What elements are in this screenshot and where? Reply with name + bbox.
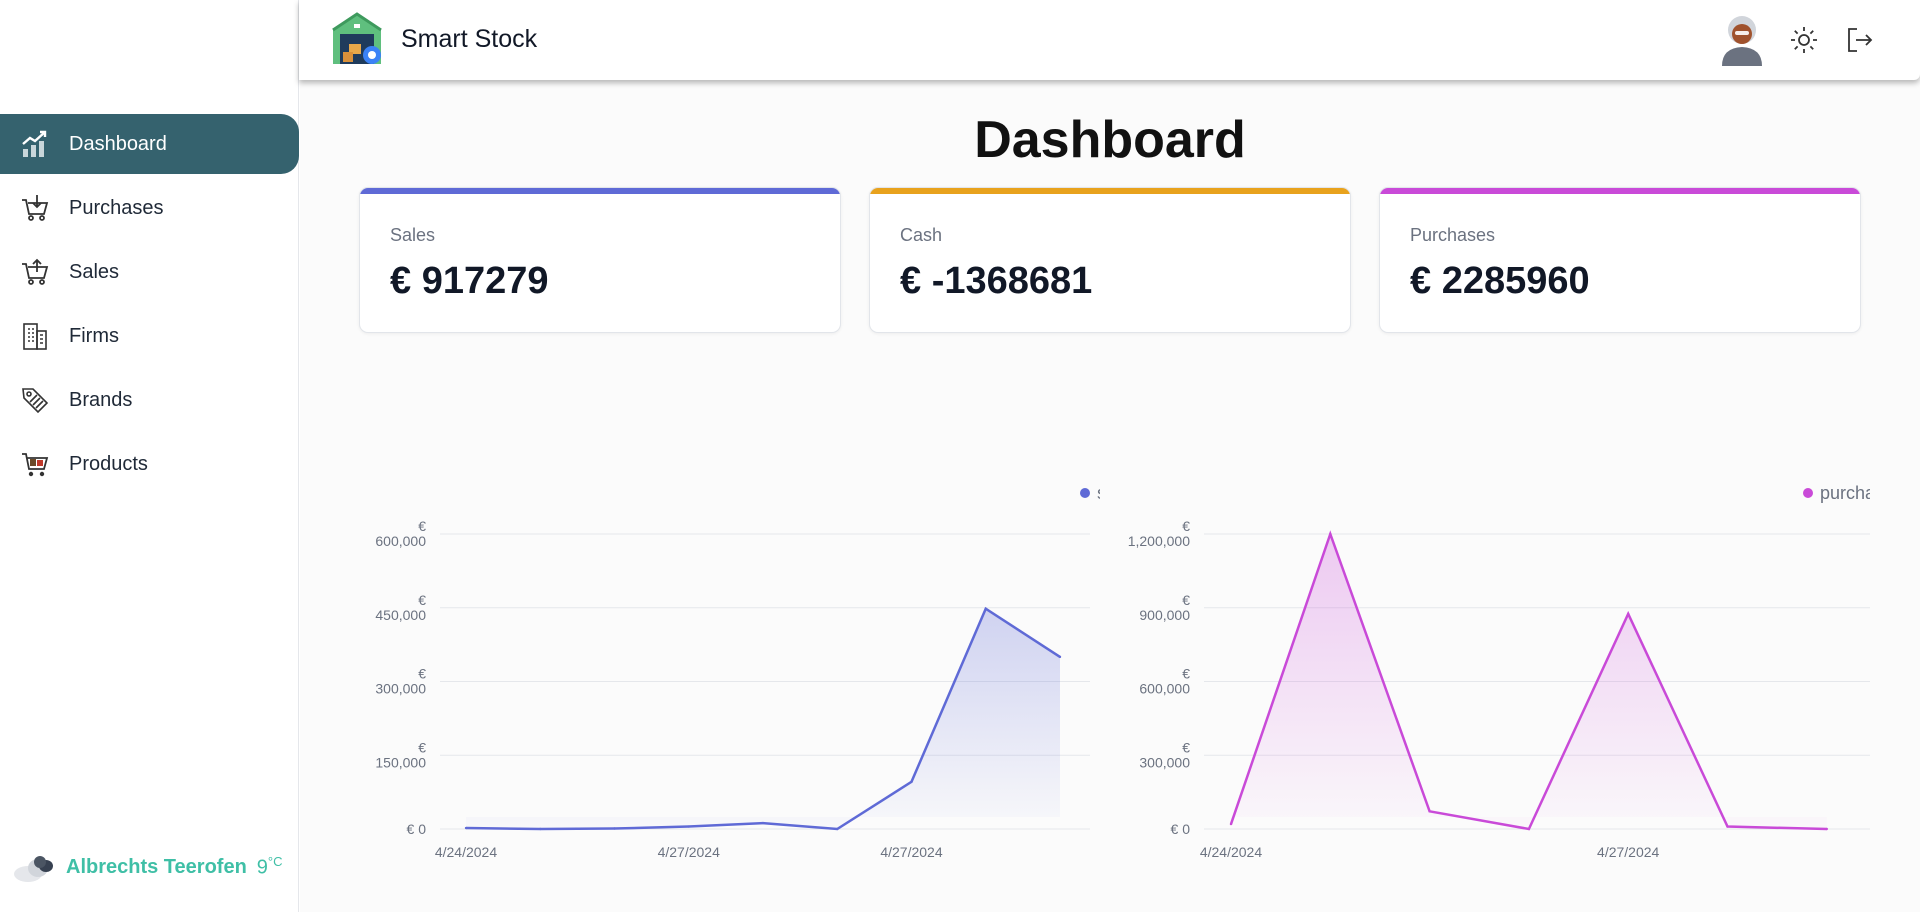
sidebar-item-firms[interactable]: Firms	[0, 306, 299, 366]
data-point	[1329, 532, 1332, 536]
sales-card: Sales € 917279	[359, 187, 841, 333]
cart-out-icon	[18, 255, 52, 289]
cash-card: Cash € -1368681	[869, 187, 1351, 333]
logout-icon[interactable]	[1845, 25, 1875, 55]
main-content: Dashboard Sales € 917279 Cash € -1368681…	[300, 80, 1920, 912]
x-tick-label: 4/27/2024	[658, 844, 720, 860]
sales-chart-svg: €600,000€450,000€300,000€150,000€ 04/24/…	[375, 483, 1100, 860]
data-point	[1627, 612, 1630, 616]
sidebar-item-dashboard[interactable]: Dashboard	[0, 114, 299, 174]
y-tick-currency: €	[1182, 592, 1190, 608]
sun-icon[interactable]	[1789, 25, 1819, 55]
building-icon	[18, 319, 52, 353]
sidebar-item-label: Products	[69, 452, 148, 475]
card-accent-bar	[360, 188, 840, 194]
card-accent-bar	[1380, 188, 1860, 194]
sidebar-item-label: Sales	[69, 260, 120, 283]
sidebar-item-label: Dashboard	[69, 132, 167, 155]
weather-temperature: 9°C	[256, 854, 283, 879]
sidebar-item-label: Brands	[69, 388, 133, 411]
tags-icon	[18, 383, 52, 417]
data-point	[761, 821, 765, 825]
purchases-card: Purchases € 2285960	[1379, 187, 1861, 333]
brand[interactable]: Smart Stock	[329, 10, 537, 68]
purchases-chart: €1,200,000 €900,000 €600,000 €300,000 € 0 4/2…	[1110, 390, 1870, 870]
sidebar-item-products[interactable]: Products	[0, 434, 299, 494]
series-area	[466, 608, 1060, 829]
data-point	[836, 827, 839, 831]
cloud-icon	[14, 856, 53, 882]
y-tick-label: 600,000	[1139, 681, 1190, 697]
y-tick-currency: €	[1182, 518, 1190, 534]
card-label: Sales	[390, 225, 436, 245]
y-tick-label: 1,200,000	[1128, 533, 1190, 549]
sidebar: Dashboard Purchases Sales	[0, 0, 299, 912]
y-tick-currency: €	[418, 666, 426, 682]
data-point	[910, 780, 913, 783]
card-value: € 2285960	[1410, 260, 1590, 302]
legend-label: purchase	[1820, 483, 1870, 503]
legend-label: sale	[1097, 483, 1100, 503]
card-value: € -1368681	[900, 260, 1093, 302]
data-point	[1428, 810, 1431, 813]
x-tick-label: 4/27/2024	[1597, 844, 1659, 860]
sidebar-item-sales[interactable]: Sales	[0, 242, 299, 302]
y-tick-label: 900,000	[1139, 607, 1190, 623]
x-tick-label: 4/24/2024	[435, 844, 497, 860]
series-area	[1231, 534, 1827, 829]
warehouse-logo-icon	[332, 12, 382, 64]
y-tick-currency: €	[1182, 666, 1190, 682]
y-tick-label: € 0	[407, 821, 427, 837]
y-tick-label: 150,000	[375, 754, 426, 770]
app-title: Smart Stock	[401, 24, 538, 53]
legend-swatch	[1803, 488, 1813, 498]
data-point	[464, 826, 468, 830]
data-point	[1058, 655, 1062, 659]
data-point	[984, 607, 987, 610]
y-tick-label: 600,000	[375, 533, 426, 549]
sidebar-item-brands[interactable]: Brands	[0, 370, 299, 430]
sales-chart: €600,000 €450,000 €300,000 €150,000 € 0 4/24/…	[350, 390, 1100, 870]
data-point	[539, 827, 542, 831]
sidebar-item-purchases[interactable]: Purchases	[0, 178, 299, 238]
sidebar-item-label: Purchases	[69, 196, 164, 219]
card-label: Purchases	[1410, 225, 1496, 245]
x-tick-label: 4/27/2024	[880, 844, 942, 860]
cart-in-icon	[18, 191, 52, 225]
y-tick-label: 300,000	[1139, 754, 1190, 770]
y-tick-currency: €	[418, 518, 426, 534]
y-tick-currency: €	[418, 592, 426, 608]
weather-unit: °C	[267, 854, 283, 870]
data-point	[1825, 827, 1828, 831]
weather-widget: Albrechts Teerofen 9°C	[12, 850, 283, 884]
x-tick-label: 4/24/2024	[1200, 844, 1262, 860]
purchases-chart-svg: €1,200,000€900,000€600,000€300,000€ 04/2…	[1128, 483, 1870, 860]
weather-city: Albrechts Teerofen	[66, 855, 247, 878]
page-title: Dashboard	[974, 111, 1246, 169]
data-point	[613, 827, 616, 830]
data-point	[1229, 822, 1233, 826]
card-value: € 917279	[390, 260, 549, 302]
y-tick-currency: €	[1182, 739, 1190, 755]
avatar[interactable]	[1720, 14, 1764, 66]
data-point	[1527, 827, 1531, 831]
y-tick-label: 300,000	[375, 681, 426, 697]
cart-icon	[18, 447, 52, 481]
sidebar-item-label: Firms	[69, 324, 119, 347]
sidebar-nav: Dashboard Purchases Sales	[0, 114, 299, 498]
y-tick-label: 450,000	[375, 607, 426, 623]
data-point	[1726, 825, 1729, 828]
card-accent-bar	[870, 188, 1350, 194]
data-point	[687, 825, 690, 828]
chart-up-icon	[18, 127, 52, 161]
y-tick-label: € 0	[1171, 821, 1191, 837]
top-header: Smart Stock	[299, 0, 1920, 80]
legend-swatch	[1080, 488, 1090, 498]
y-tick-currency: €	[418, 739, 426, 755]
card-label: Cash	[900, 225, 943, 245]
